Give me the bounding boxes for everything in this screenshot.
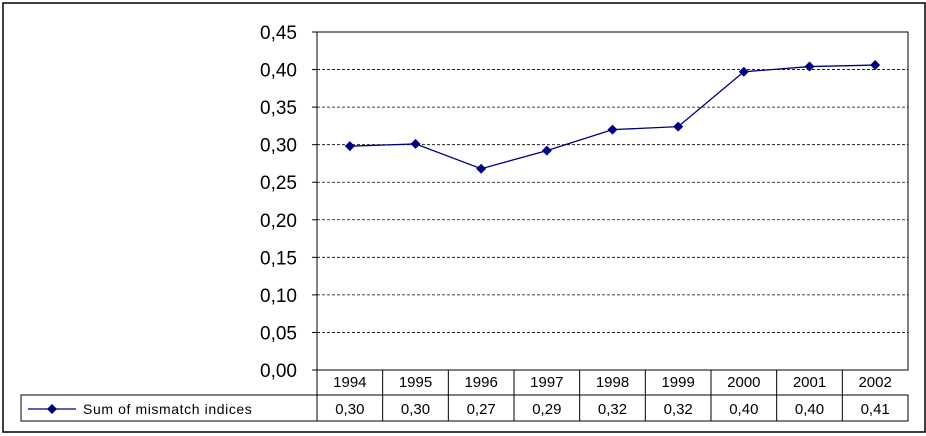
x-tick-label: 1994 bbox=[333, 374, 366, 391]
data-table-legend-row bbox=[20, 394, 909, 422]
data-point bbox=[476, 163, 487, 174]
legend-label: Sum of mismatch indices bbox=[83, 401, 252, 417]
data-point bbox=[870, 60, 881, 71]
legend-marker bbox=[47, 404, 57, 414]
x-tick-label: 1996 bbox=[464, 374, 497, 391]
y-tick-label: 0,20 bbox=[260, 211, 297, 232]
x-tick-label: 2001 bbox=[793, 374, 826, 391]
series-sum-of-mismatch-indices bbox=[344, 60, 881, 174]
x-tick-label: 2002 bbox=[858, 374, 891, 391]
table-value: 0,40 bbox=[795, 401, 824, 418]
y-tick-label: 0,30 bbox=[260, 136, 297, 157]
x-tick-label: 2000 bbox=[727, 374, 760, 391]
y-tick-label: 0,00 bbox=[260, 361, 297, 382]
table-value: 0,29 bbox=[532, 401, 561, 418]
data-point bbox=[804, 61, 815, 72]
table-value: 0,40 bbox=[729, 401, 758, 418]
data-point bbox=[607, 124, 618, 135]
gridlines bbox=[317, 69, 908, 333]
data-point bbox=[541, 145, 552, 156]
y-tick-label: 0,45 bbox=[260, 23, 297, 44]
y-tick-label: 0,15 bbox=[260, 248, 297, 269]
legend-entry: Sum of mismatch indices bbox=[28, 401, 252, 417]
x-tick-label: 1998 bbox=[596, 374, 629, 391]
data-point bbox=[344, 141, 355, 152]
y-axis: 0,00 0,05 0,10 0,15 0,20 0,25 0,30 0,35 0,40 0,45 bbox=[260, 23, 317, 382]
table-value: 0,27 bbox=[467, 401, 496, 418]
y-tick-label: 0,40 bbox=[260, 61, 297, 82]
data-point bbox=[410, 138, 421, 149]
y-tick-label: 0,10 bbox=[260, 286, 297, 307]
table-value: 0,32 bbox=[664, 401, 693, 418]
y-tick-label: 0,35 bbox=[260, 98, 297, 119]
table-values: 0,30 0,30 0,27 0,29 0,32 0,32 0,40 0,40 0,41 bbox=[335, 401, 890, 418]
x-tick-label: 1995 bbox=[399, 374, 432, 391]
y-tick-label: 0,25 bbox=[260, 173, 297, 194]
data-point bbox=[673, 121, 684, 132]
data-point bbox=[738, 66, 749, 77]
plot-area bbox=[316, 31, 909, 371]
x-tick-label: 1997 bbox=[530, 374, 563, 391]
y-tick-label: 0,05 bbox=[260, 323, 297, 344]
table-value: 0,32 bbox=[598, 401, 627, 418]
x-tick-label: 1999 bbox=[661, 374, 694, 391]
x-axis: 1994 1995 1996 1997 1998 1999 2000 2001 2002 bbox=[316, 370, 892, 421]
table-value: 0,30 bbox=[335, 401, 364, 418]
table-value: 0,41 bbox=[861, 401, 890, 418]
table-value: 0,30 bbox=[401, 401, 430, 418]
